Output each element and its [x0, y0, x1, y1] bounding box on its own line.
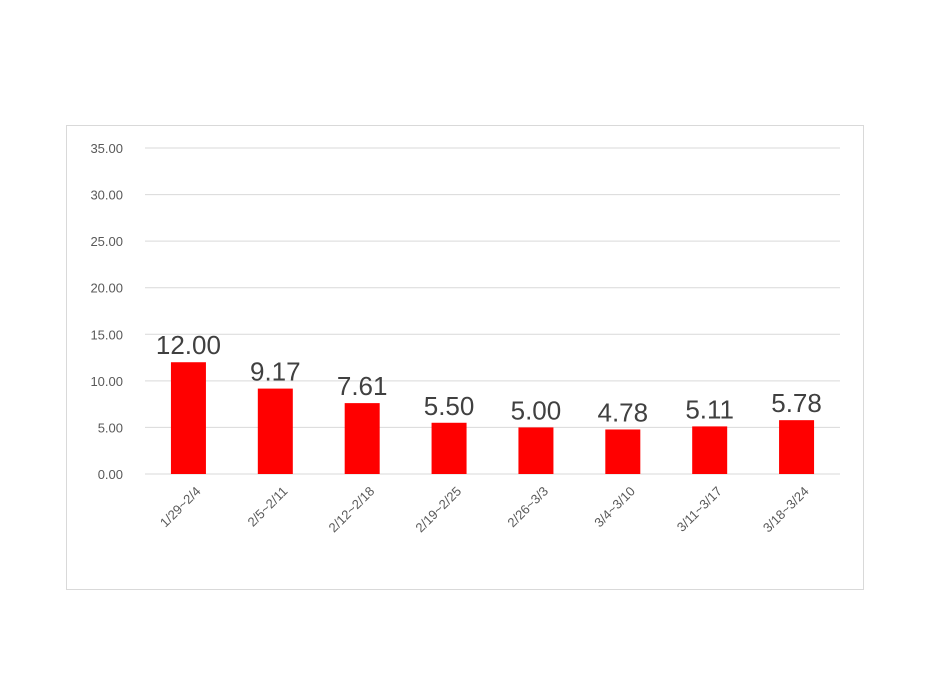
- x-tick-label: 3/4~3/10: [591, 484, 638, 531]
- data-label: 9.17: [250, 357, 301, 387]
- data-label: 12.00: [156, 330, 221, 360]
- chart-frame: [66, 125, 864, 590]
- x-tick-label: 2/19~2/25: [412, 484, 464, 536]
- bar: [692, 426, 728, 474]
- x-tick-label: 2/26~3/3: [504, 484, 551, 531]
- x-tick-label: 3/11~3/17: [674, 484, 725, 535]
- y-tick-label: 20.00: [90, 281, 123, 296]
- y-tick-label: 35.00: [90, 141, 123, 156]
- x-tick-label: 3/18~3/24: [760, 484, 812, 536]
- data-label: 5.00: [511, 395, 562, 425]
- bar: [518, 427, 554, 474]
- y-tick-label: 0.00: [98, 467, 123, 482]
- data-label: 5.78: [771, 388, 822, 418]
- y-tick-label: 15.00: [90, 327, 123, 342]
- y-tick-label: 30.00: [90, 188, 123, 203]
- bar: [779, 420, 815, 474]
- bar: [170, 362, 206, 474]
- data-label: 5.50: [424, 391, 475, 421]
- data-label: 4.78: [598, 397, 649, 427]
- data-label: 7.61: [337, 371, 388, 401]
- data-label: 5.11: [685, 394, 734, 424]
- bar: [257, 388, 293, 474]
- y-tick-label: 10.00: [90, 374, 123, 389]
- bar: [431, 422, 467, 474]
- x-tick-label: 1/29~2/4: [157, 484, 204, 531]
- y-tick-label: 5.00: [98, 420, 123, 435]
- x-tick-label: 2/12~2/18: [326, 484, 378, 536]
- bar: [605, 429, 641, 474]
- x-tick-label: 2/5~2/11: [244, 484, 290, 530]
- bar: [344, 403, 380, 474]
- y-tick-label: 25.00: [90, 234, 123, 249]
